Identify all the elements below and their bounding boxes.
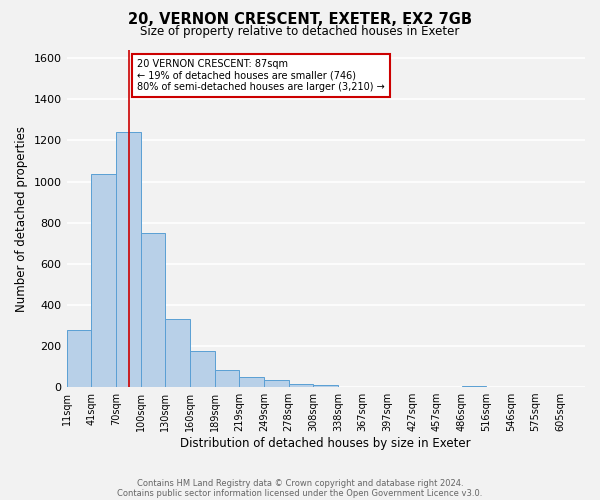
Bar <box>165 320 190 387</box>
Bar <box>116 132 140 387</box>
Bar <box>91 174 116 387</box>
Bar <box>239 377 264 387</box>
X-axis label: Distribution of detached houses by size in Exeter: Distribution of detached houses by size … <box>181 437 471 450</box>
Text: Size of property relative to detached houses in Exeter: Size of property relative to detached ho… <box>140 25 460 38</box>
Bar <box>461 386 486 387</box>
Bar <box>140 233 165 387</box>
Bar <box>190 351 215 387</box>
Text: Contains public sector information licensed under the Open Government Licence v3: Contains public sector information licen… <box>118 488 482 498</box>
Y-axis label: Number of detached properties: Number of detached properties <box>15 126 28 312</box>
Text: 20, VERNON CRESCENT, EXETER, EX2 7GB: 20, VERNON CRESCENT, EXETER, EX2 7GB <box>128 12 472 28</box>
Bar <box>67 330 91 387</box>
Text: 20 VERNON CRESCENT: 87sqm
← 19% of detached houses are smaller (746)
80% of semi: 20 VERNON CRESCENT: 87sqm ← 19% of detac… <box>137 59 385 92</box>
Bar <box>313 385 338 387</box>
Bar <box>215 370 239 387</box>
Bar <box>289 384 313 387</box>
Text: Contains HM Land Registry data © Crown copyright and database right 2024.: Contains HM Land Registry data © Crown c… <box>137 478 463 488</box>
Bar <box>264 380 289 387</box>
